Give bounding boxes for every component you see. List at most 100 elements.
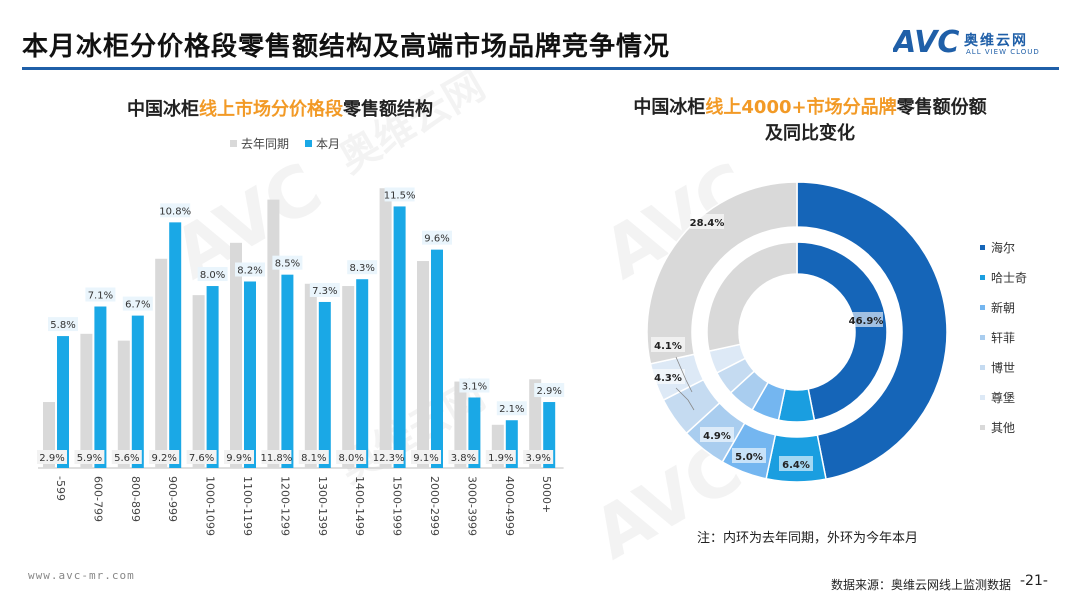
label-box (448, 450, 479, 464)
bar-prev-year (379, 188, 392, 469)
bar-current-label: 8.0% (200, 270, 225, 281)
x-tick-label: 1300-1399 (316, 476, 329, 536)
label-box (690, 214, 724, 229)
bar-current-label: 5.8% (50, 320, 75, 331)
legend-label: 轩菲 (991, 330, 1016, 345)
donut-value-label: 4.3% (654, 373, 682, 384)
bar-current-month (131, 315, 144, 468)
bar-prev-year (454, 381, 467, 468)
bar-prev-year (117, 340, 130, 468)
x-tick-label: 2000-2999 (428, 476, 441, 536)
legend-label: 本月 (316, 137, 341, 151)
donut-value-label-group: 4.1% (651, 337, 685, 352)
donut-value-label-group: 4.9% (700, 427, 734, 442)
donut-value-label: 5.0% (735, 452, 763, 463)
bar-prev-year (417, 261, 429, 468)
donut-legend-item: 其他 (980, 412, 1027, 442)
bar-current-label: 8.3% (349, 263, 374, 274)
bar-current-label-group: 5.8% (48, 317, 78, 332)
legend-swatch (230, 140, 237, 147)
legend-swatch (980, 244, 985, 250)
logo-subtitle: ALL VIEW CLOUD (966, 48, 1040, 56)
bar-current-label: 3.1% (462, 381, 487, 392)
donut-value-label-group: 6.4% (779, 456, 813, 471)
bar-prev-label-group: 5.6% (111, 450, 142, 464)
bar-current-label-group: 6.7% (122, 296, 153, 311)
donut-legend-item: 轩菲 (980, 322, 1027, 352)
bar-prev-label-group: 3.8% (448, 450, 479, 464)
bar-prev-year (80, 333, 93, 468)
bar-current-label: 2.1% (499, 404, 524, 415)
bar-prev-label: 5.6% (114, 453, 139, 464)
bar-current-label-group: 8.0% (197, 267, 228, 282)
bar-prev-label: 8.1% (301, 453, 326, 464)
x-tick-label: 800-899 (129, 476, 142, 522)
label-box (48, 317, 78, 332)
bar-prev-label-group: 9.2% (149, 450, 180, 464)
donut-value-label-group: 5.0% (732, 448, 766, 463)
title-divider (22, 67, 1059, 70)
label-box (651, 337, 685, 352)
bar-current-month (169, 222, 182, 468)
label-box (197, 267, 228, 282)
bar-current-month (393, 206, 406, 468)
bar-prev-label-group: 8.0% (336, 450, 367, 464)
bar-legend: 去年同期 本月 (230, 135, 340, 152)
bar-current-month (94, 306, 107, 468)
bar-prev-label-group: 5.9% (74, 450, 105, 464)
donut-value-label: 4.9% (703, 431, 731, 442)
bar-current-label-group: 2.9% (534, 383, 565, 398)
bar-current-label: 9.6% (424, 234, 449, 245)
legend-label: 其他 (991, 420, 1016, 435)
bar-prev-label: 3.8% (451, 453, 476, 464)
legend-swatch (305, 140, 313, 147)
legend-swatch (980, 364, 985, 370)
legend-swatch (980, 394, 985, 400)
legend-swatch (980, 424, 985, 430)
bar-current-label: 10.8% (159, 206, 191, 217)
label-box (459, 378, 490, 393)
donut-inner-slice (796, 241, 888, 422)
label-box (224, 450, 254, 464)
bar-current-month (318, 301, 331, 468)
donut-legend-item: 哈士奇 (980, 262, 1027, 292)
bar-prev-year (192, 295, 205, 468)
legend-label: 哈士奇 (991, 270, 1028, 285)
label-box (336, 450, 367, 464)
bar-current-label: 7.3% (312, 286, 337, 297)
bar-prev-label: 9.2% (151, 453, 176, 464)
label-box (149, 450, 180, 464)
label-box (272, 255, 303, 270)
bar-current-label-group: 10.8% (159, 203, 191, 218)
label-box (849, 312, 883, 327)
x-tick-label: 900-999 (166, 476, 179, 522)
legend-item-prev: 去年同期 (230, 135, 289, 152)
bar-current-label: 8.2% (237, 265, 262, 276)
leader-line (675, 356, 693, 393)
bar-prev-label-group: 1.9% (485, 450, 516, 464)
bar-prev-label: 1.9% (488, 453, 513, 464)
label-box (309, 282, 340, 297)
label-box (186, 450, 217, 464)
bar-prev-label: 3.9% (525, 453, 550, 464)
label-box (37, 450, 67, 464)
bar-current-label-group: 8.5% (272, 255, 303, 270)
label-box (160, 203, 191, 218)
donut-outer-slice (646, 181, 798, 365)
bar-prev-label-group: 3.9% (523, 450, 554, 464)
bar-prev-label: 9.1% (413, 453, 438, 464)
donut-value-label: 28.4% (690, 218, 725, 229)
label-box (384, 187, 415, 202)
site-url: www.avc-mr.com (28, 569, 135, 582)
x-tick-label: 1400-1499 (353, 476, 366, 536)
bar-current-label: 11.5% (384, 190, 416, 201)
donut-legend: 海尔 哈士奇 新朝 轩菲 博世 尊堡 其他 (980, 232, 1027, 442)
legend-label: 新朝 (991, 300, 1016, 315)
page-title: 本月冰柜分价格段零售额结构及高端市场品牌竞争情况 (22, 32, 671, 62)
label-box (732, 448, 766, 463)
donut-title-part: 零售额份额 (896, 97, 987, 118)
chart-note: 注：内环为去年同期，外环为今年本月 (697, 531, 919, 546)
leader-line (675, 387, 695, 411)
bar-current-month (431, 249, 443, 468)
label-box (74, 450, 105, 464)
